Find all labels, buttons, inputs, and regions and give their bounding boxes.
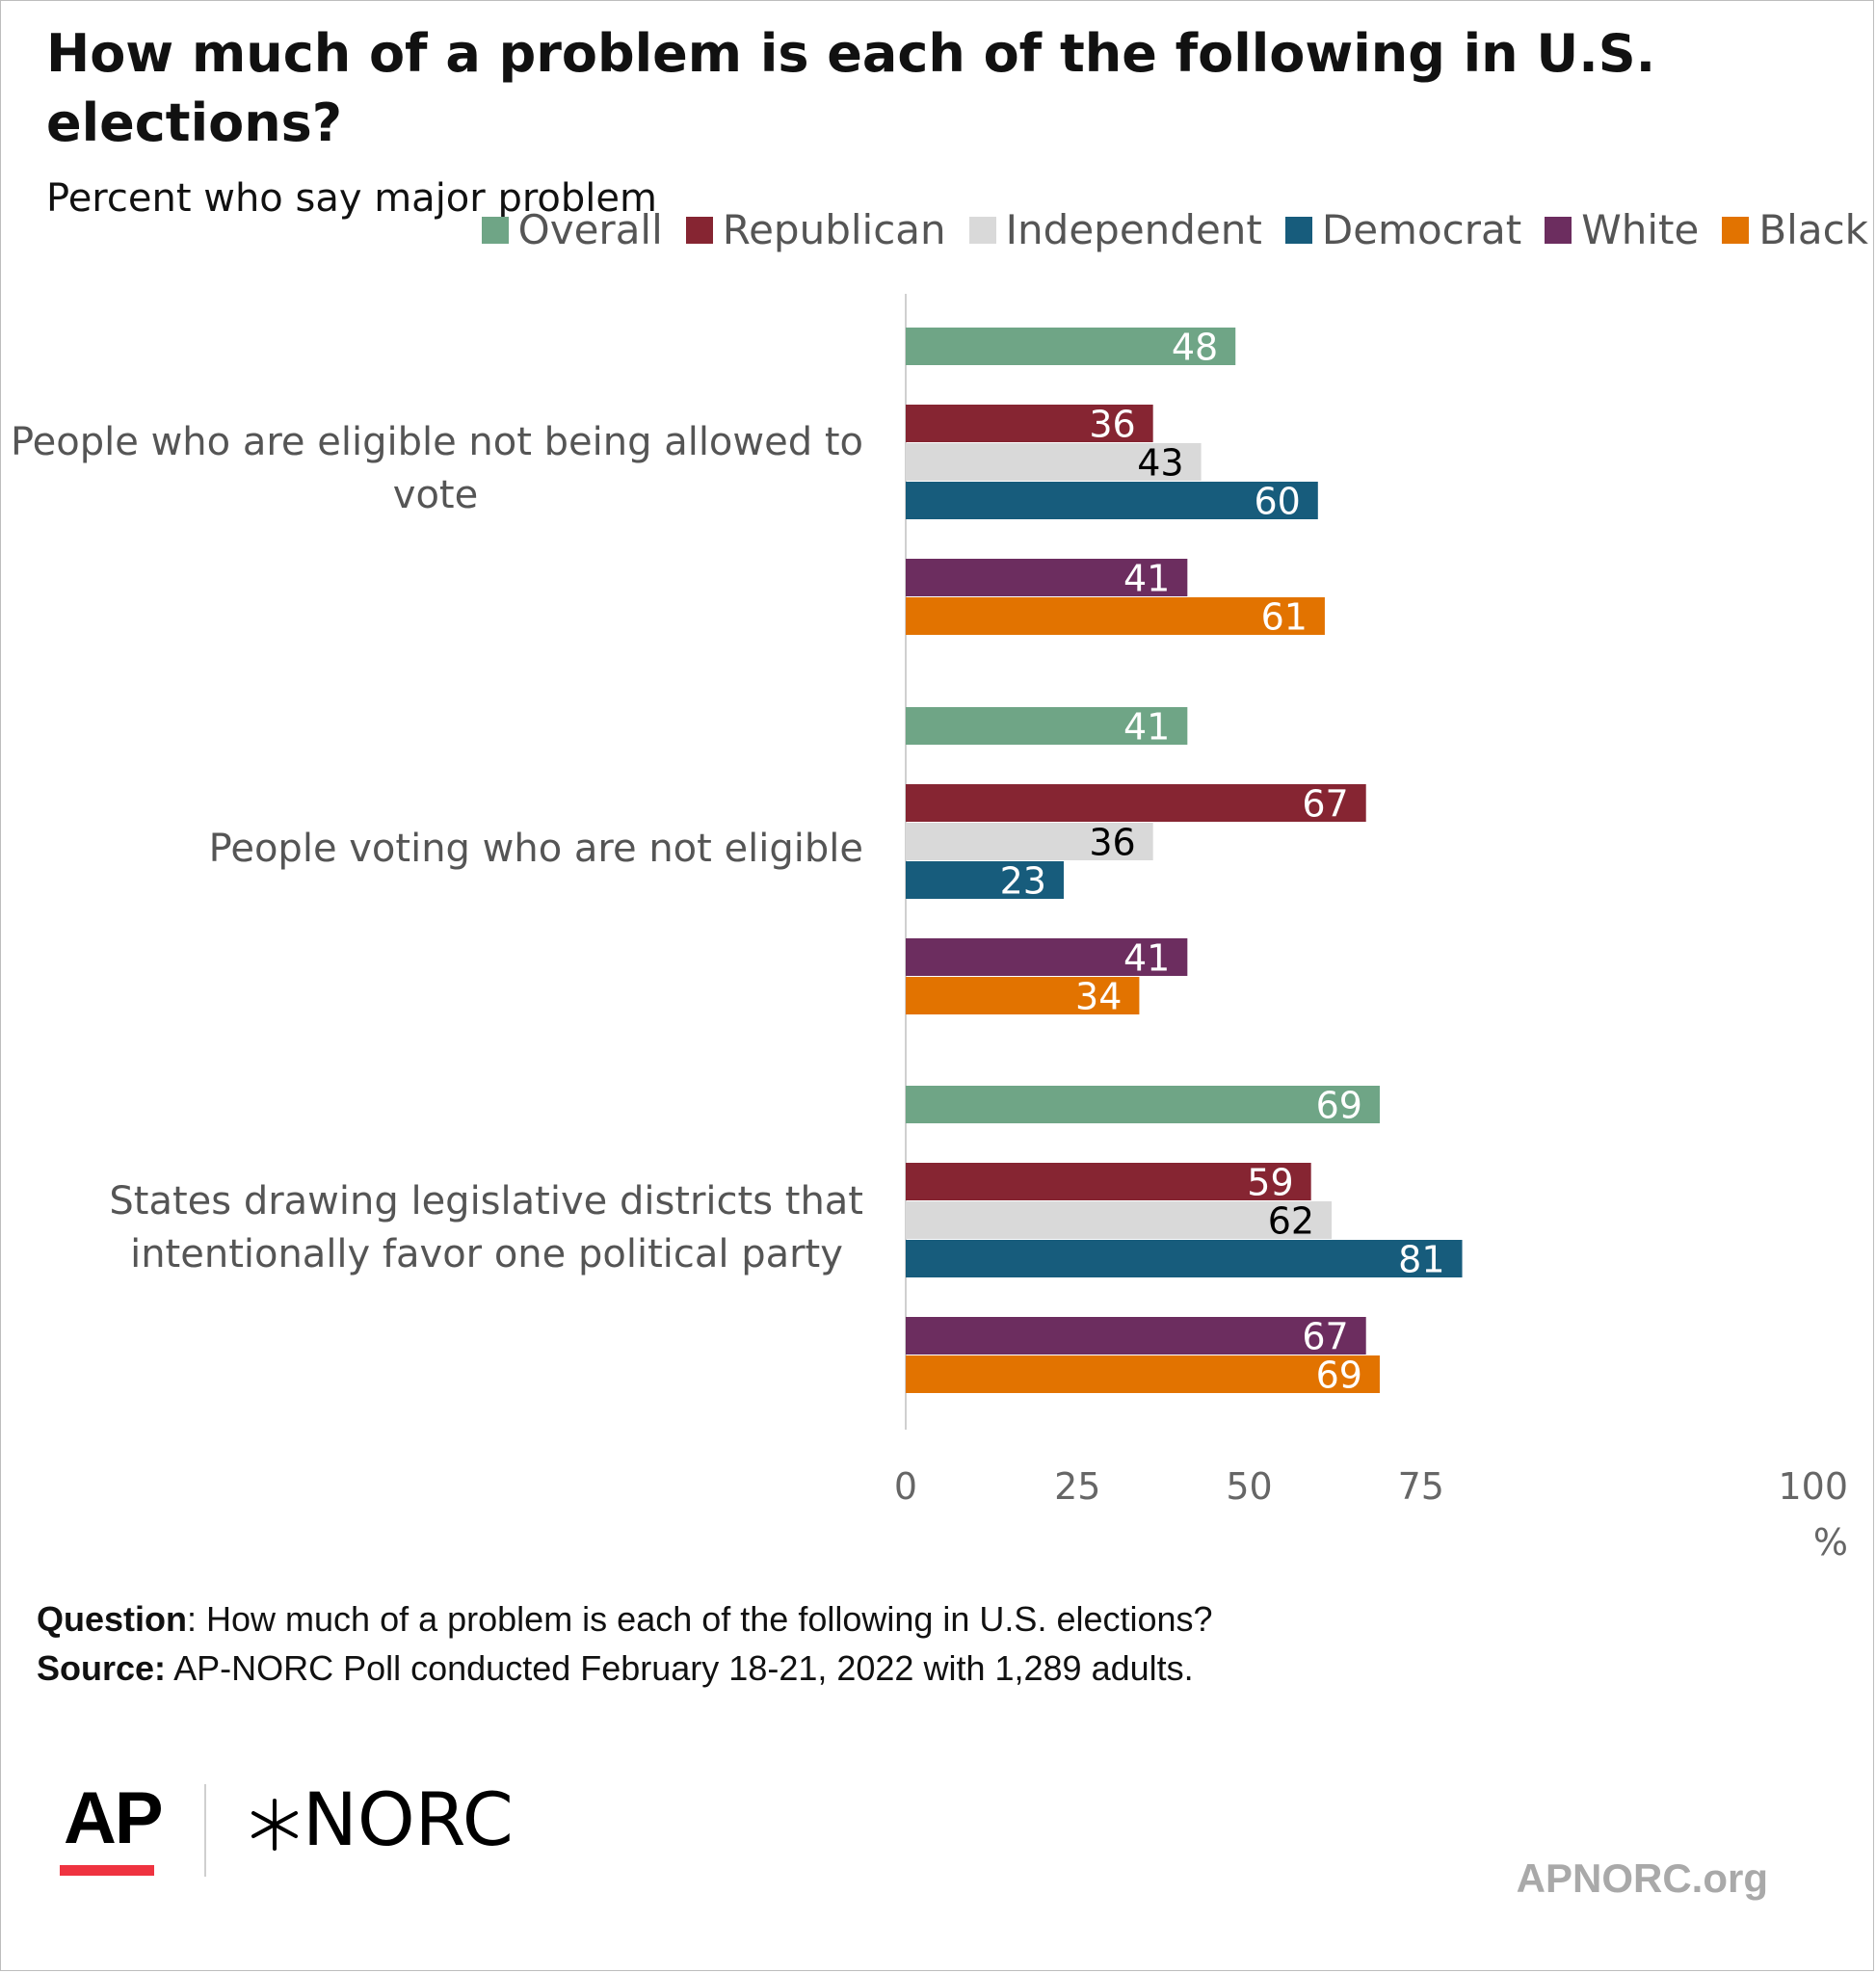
chart-subtitle: Percent who say major problem [46,176,657,221]
ap-logo-underline [60,1865,154,1876]
legend-item-white: White [1545,206,1699,253]
x-axis-unit: % [1813,1521,1848,1564]
bar-democrat [906,1240,1463,1277]
chart-title: How much of a problem is each of the fol… [46,23,1656,153]
category-label: People who are eligible not being allowe… [11,420,863,517]
data-label: 41 [1123,558,1170,600]
data-label: 67 [1302,1316,1348,1358]
data-label: 69 [1316,1355,1362,1397]
source-text: AP-NORC Poll conducted February 18-21, 2… [166,1648,1194,1688]
legend-swatch [1545,216,1572,244]
bar-chart: People who are eligible not being allowe… [11,294,1848,1564]
logo-divider [204,1784,206,1877]
bar-overall [906,1086,1380,1123]
bar-black [906,1355,1380,1393]
data-label: 48 [1172,327,1218,369]
x-tick-label: 75 [1398,1465,1444,1508]
x-tick-label: 25 [1054,1465,1100,1508]
data-label: 36 [1089,404,1135,446]
data-label: 59 [1247,1162,1293,1204]
norc-logo-text: NORC [303,1776,514,1862]
legend-swatch [1284,216,1312,244]
data-label: 60 [1254,481,1300,523]
data-label: 23 [1000,860,1046,903]
bar-independent [906,1201,1333,1239]
bar-republican [906,784,1366,822]
legend-swatch [481,216,509,244]
source-label: Source: [37,1648,167,1688]
legend-item-democrat: Democrat [1284,206,1522,253]
data-label: 34 [1075,976,1122,1018]
legend-swatch [1722,216,1750,244]
bar-white [906,1317,1366,1355]
x-tick-label: 100 [1778,1465,1848,1508]
legend-label: Black [1758,206,1868,253]
data-label: 36 [1089,822,1135,864]
legend-item-overall: Overall [481,206,663,253]
legend-label: White [1581,206,1700,253]
data-label: 81 [1398,1239,1444,1281]
bar-republican [906,405,1153,442]
question-text: : How much of a problem is each of the f… [187,1599,1213,1639]
data-label: 43 [1137,442,1183,485]
legend-label: Overall [517,206,663,253]
data-label: 61 [1261,596,1308,639]
data-label: 69 [1316,1085,1362,1127]
legend-label: Democrat [1321,206,1522,253]
legend-item-republican: Republican [685,206,946,253]
bar-black [906,977,1140,1014]
data-label: 67 [1302,783,1348,826]
norc-star-icon [251,1799,298,1851]
category-label: States drawing legislative districts tha… [109,1179,863,1276]
bar-independent [906,443,1202,481]
site-url: APNORC.org [1516,1855,1768,1901]
x-tick-label: 0 [894,1465,917,1508]
data-label: 62 [1268,1200,1314,1243]
data-label: 41 [1123,937,1170,980]
question-label: Question [37,1599,188,1639]
legend-swatch [968,216,996,244]
legend-item-black: Black [1722,206,1868,253]
x-tick-label: 50 [1226,1465,1272,1508]
bar-white [906,938,1188,976]
bar-republican [906,1163,1311,1200]
bar-black [906,597,1325,635]
legend-swatch [685,216,713,244]
bar-democrat [906,482,1318,519]
source-note: Source: AP-NORC Poll conducted February … [37,1648,1194,1689]
chart-legend: Overall Republican Independent Democrat Whit… [459,206,1868,253]
bar-independent [906,823,1153,860]
bar-white [906,559,1188,596]
category-label: People voting who are not eligible [209,827,863,871]
legend-label: Independent [1005,206,1262,253]
legend-item-independent: Independent [968,206,1262,253]
ap-logo: AP [64,1777,164,1859]
data-label: 41 [1123,706,1170,749]
bar-democrat [906,861,1064,899]
bar-overall [906,328,1236,365]
question-note: Question: How much of a problem is each … [37,1599,1213,1640]
bar-overall [906,707,1188,745]
legend-label: Republican [722,206,946,253]
norc-logo: NORC [247,1776,514,1862]
